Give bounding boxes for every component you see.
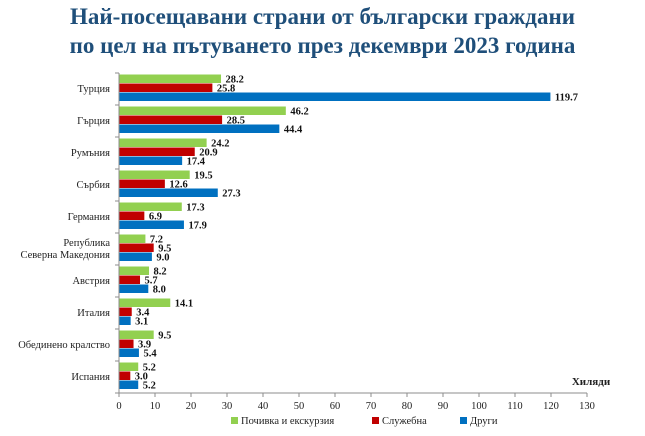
data-label: 20.9 (199, 148, 217, 159)
data-label: 24.2 (211, 139, 229, 150)
x-tick-label: 30 (222, 401, 233, 412)
bar-other (119, 188, 218, 197)
bar-leisure (119, 330, 154, 339)
legend-label: Почивка и екскурзия (241, 416, 334, 427)
x-tick-label: 110 (507, 401, 522, 412)
bar-leisure (119, 298, 171, 307)
chart-title-line1: Най-посещавани страни от български гражд… (70, 4, 575, 29)
x-tick-label: 80 (402, 401, 413, 412)
legend-swatch (231, 417, 238, 424)
legend-swatch (372, 417, 379, 424)
bar-leisure (119, 74, 222, 83)
data-label: 25.8 (217, 84, 235, 95)
legend-label: Други (470, 416, 498, 427)
x-tick-label: 70 (366, 401, 377, 412)
bar-other (119, 284, 149, 293)
x-tick-label: 60 (330, 401, 341, 412)
bar-other (119, 252, 152, 261)
category-label: Италия (77, 308, 110, 319)
category-label: Северна Македония (20, 250, 110, 261)
data-label: 14.1 (175, 299, 193, 310)
bar-other (119, 92, 551, 101)
bar-other (119, 380, 139, 389)
data-label: 6.9 (149, 212, 162, 223)
data-label: 7.2 (150, 235, 163, 246)
legend-swatch (460, 417, 467, 424)
data-label: 5.4 (143, 349, 157, 360)
bar-business (119, 147, 195, 156)
data-label: 12.6 (169, 180, 187, 191)
bar-business (119, 211, 145, 220)
x-tick-label: 100 (471, 401, 487, 412)
data-label: 46.2 (290, 107, 308, 118)
data-label: 5.7 (145, 276, 158, 287)
data-label: 8.0 (153, 285, 166, 296)
category-label: Румъния (71, 148, 110, 159)
data-label: 27.3 (222, 189, 240, 200)
bar-business (119, 115, 223, 124)
bar-business (119, 371, 131, 380)
bar-other (119, 156, 183, 165)
chart-title-line2: по цел на пътуването през декември 2023 … (69, 33, 576, 58)
bar-other (119, 348, 139, 357)
category-label: Турция (78, 84, 111, 95)
bar-leisure (119, 138, 207, 147)
data-label: 9.0 (156, 253, 169, 264)
data-label: 17.3 (186, 203, 204, 214)
bar-leisure (119, 202, 182, 211)
bar-leisure (119, 170, 190, 179)
bar-leisure (119, 266, 150, 275)
data-label: 28.5 (227, 116, 245, 127)
bar-other (119, 220, 184, 229)
bar-leisure (119, 106, 286, 115)
category-label: Република (63, 238, 110, 249)
x-tick-label: 50 (294, 401, 305, 412)
data-label: 3.9 (138, 340, 151, 351)
data-label: 8.2 (154, 267, 167, 278)
category-label: Германия (68, 212, 110, 223)
x-tick-label: 40 (258, 401, 269, 412)
x-tick-label: 20 (186, 401, 197, 412)
data-label: 119.7 (555, 93, 578, 104)
bar-business (119, 307, 132, 316)
bar-business (119, 179, 165, 188)
data-label: 9.5 (158, 331, 171, 342)
data-label: 3.0 (135, 372, 148, 383)
data-label: 5.2 (143, 381, 156, 392)
x-tick-label: 10 (150, 401, 161, 412)
data-label: 9.5 (158, 244, 171, 255)
x-tick-label: 130 (579, 401, 595, 412)
bar-business (119, 83, 213, 92)
data-label: 17.9 (188, 221, 206, 232)
x-tick-label: 90 (438, 401, 449, 412)
category-label: Обединено кралство (18, 340, 110, 351)
bar-business (119, 339, 134, 348)
legend-label: Служебна (382, 416, 427, 427)
data-label: 3.1 (135, 317, 148, 328)
category-label: Испания (71, 372, 110, 383)
data-label: 17.4 (187, 157, 206, 168)
data-label: 19.5 (194, 171, 212, 182)
data-label: 5.2 (143, 363, 156, 374)
category-label: Гърция (77, 116, 110, 127)
data-label: 28.2 (226, 75, 244, 86)
category-label: Сърбия (77, 180, 111, 191)
x-tick-label: 0 (116, 401, 121, 412)
data-label: 3.4 (136, 308, 150, 319)
bar-leisure (119, 234, 146, 243)
chart-title: Най-посещавани страни от български гражд… (0, 2, 645, 60)
bar-business (119, 243, 154, 252)
data-label: 44.4 (284, 125, 303, 136)
bar-leisure (119, 362, 139, 371)
bar-other (119, 124, 280, 133)
bar-other (119, 316, 131, 325)
x-tick-label: 120 (543, 401, 559, 412)
category-label: Австрия (72, 276, 110, 287)
x-axis-unit-label: Хиляди (572, 376, 611, 388)
bar-business (119, 275, 141, 284)
